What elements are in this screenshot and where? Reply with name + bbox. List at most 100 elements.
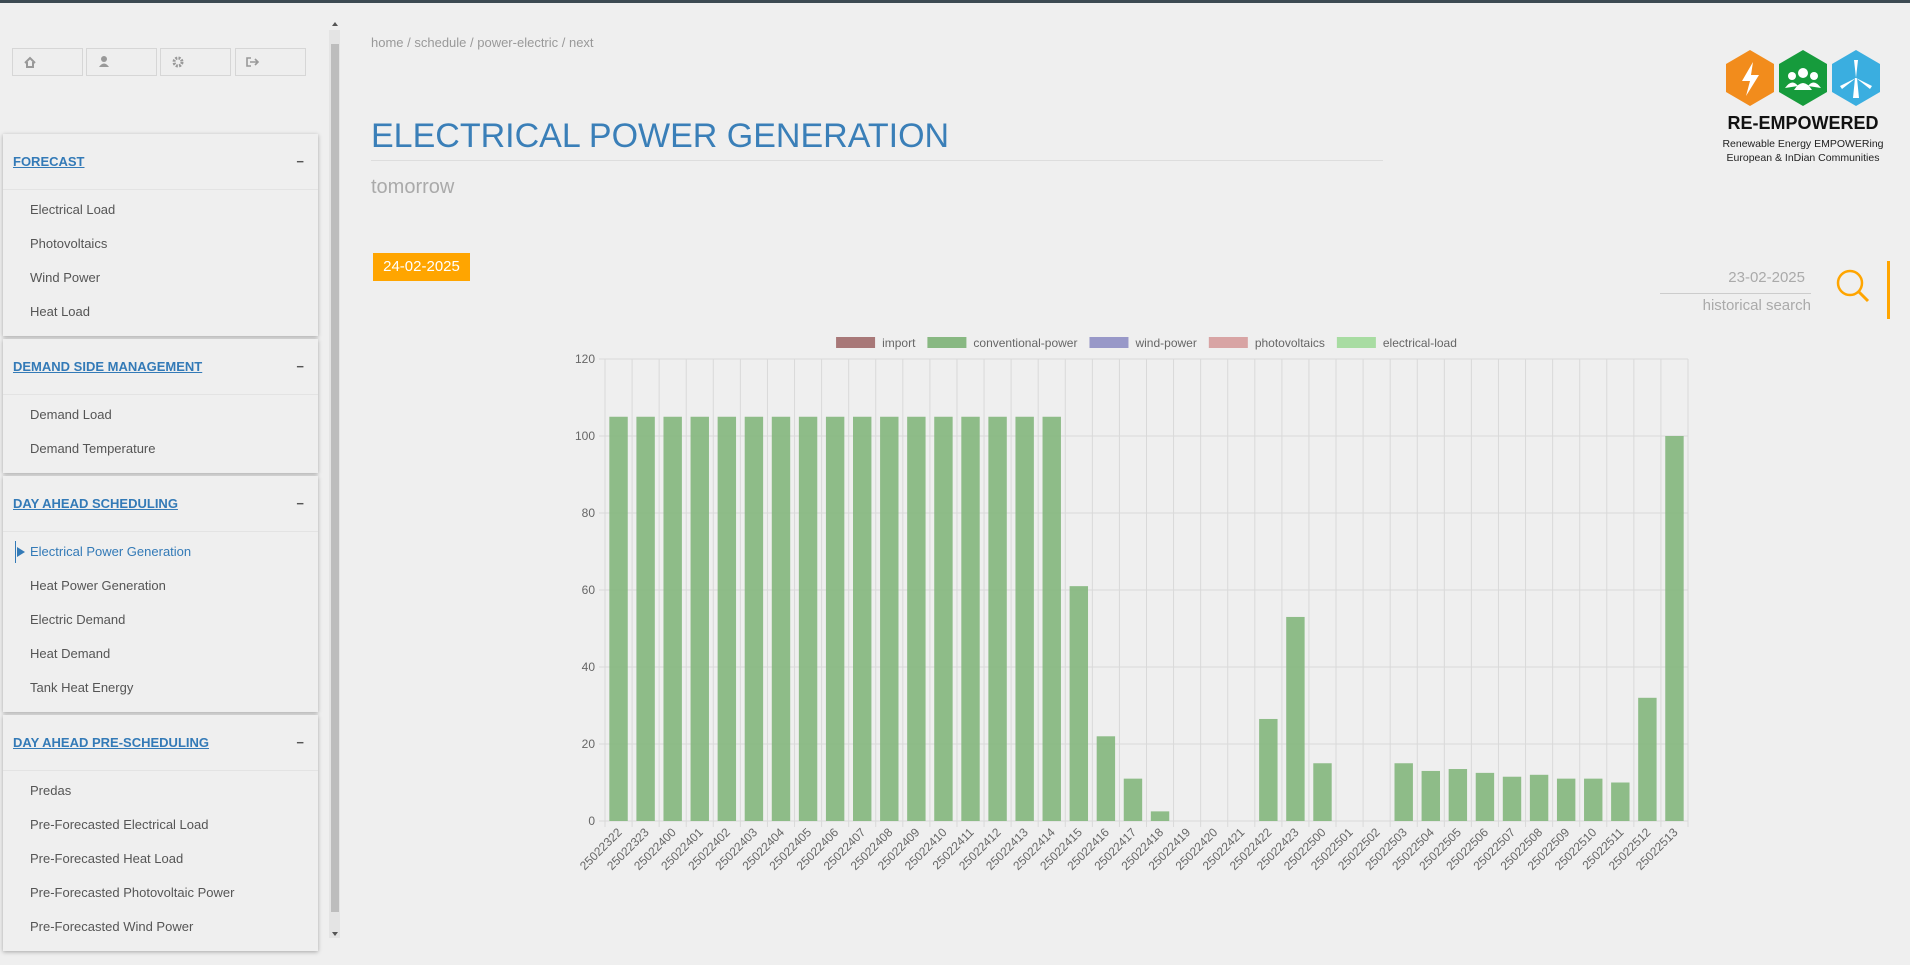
- collapse-icon[interactable]: −: [296, 359, 304, 374]
- bar: [1069, 586, 1089, 821]
- bar: [961, 416, 980, 821]
- y-tick-label: 100: [575, 429, 595, 443]
- nav-section-title[interactable]: DAY AHEAD SCHEDULING −: [3, 476, 318, 532]
- logo-name: RE-EMPOWERED: [1727, 113, 1878, 133]
- nav-section-title[interactable]: FORECAST −: [3, 134, 318, 190]
- nav-panel: DAY AHEAD SCHEDULING − Electrical Power Ge…: [3, 476, 318, 712]
- nav-list: Electrical Load Photovoltaics Wind Power He…: [3, 190, 318, 336]
- nav-section-title[interactable]: DEMAND SIDE MANAGEMENT −: [3, 339, 318, 395]
- nav-item[interactable]: Photovoltaics: [30, 236, 108, 251]
- bar: [825, 416, 845, 821]
- bar: [609, 416, 628, 821]
- legend-label: import: [882, 336, 916, 350]
- nav-item[interactable]: Electrical Power Generation: [3, 535, 318, 569]
- bar: [1475, 772, 1495, 821]
- y-tick-label: 0: [588, 814, 595, 828]
- nav-item[interactable]: Demand Temperature: [30, 441, 156, 456]
- scrollbar-thumb[interactable]: [331, 44, 339, 912]
- sidebar: FORECAST − Electrical Load Photovoltaics Win…: [3, 134, 318, 954]
- nav-item[interactable]: Heat Power Generation: [30, 578, 166, 593]
- nav-item[interactable]: Pre-Forecasted Photovoltaic Power: [30, 885, 235, 900]
- bar: [744, 416, 764, 821]
- bar: [1529, 774, 1549, 821]
- bar: [1096, 736, 1116, 821]
- collapse-icon[interactable]: −: [296, 496, 304, 511]
- logout-icon: [246, 57, 260, 67]
- logout-button[interactable]: [235, 48, 306, 76]
- bar: [798, 416, 818, 821]
- nav-item[interactable]: Pre-Forecasted Heat Load: [30, 851, 184, 866]
- nav-item[interactable]: Wind Power: [30, 270, 101, 285]
- nav-item[interactable]: Demand Load: [30, 407, 112, 422]
- search-underline: [1660, 293, 1811, 294]
- legend-swatch: [836, 337, 876, 348]
- nav-item[interactable]: Electric Demand: [30, 612, 126, 627]
- nav-item[interactable]: Electrical Load: [30, 202, 116, 217]
- legend-label: conventional-power: [973, 336, 1077, 350]
- nav-item[interactable]: Heat Load: [30, 304, 90, 319]
- bar: [1611, 782, 1630, 821]
- bar: [907, 416, 926, 821]
- legend-swatch: [1208, 337, 1248, 348]
- bar: [1584, 778, 1603, 821]
- collapse-icon[interactable]: −: [296, 735, 304, 750]
- search-date[interactable]: 23-02-2025: [1728, 269, 1805, 286]
- home-icon: [24, 56, 36, 68]
- scroll-down[interactable]: [329, 930, 341, 938]
- search-label: historical search: [1702, 297, 1811, 314]
- collapse-icon[interactable]: −: [296, 154, 304, 169]
- bar: [690, 416, 709, 821]
- legend-label: electrical-load: [1383, 336, 1457, 350]
- logo-tagline: Renewable Energy EMPOWERing: [1722, 138, 1883, 150]
- bar: [636, 416, 655, 821]
- search-icon[interactable]: [1833, 266, 1873, 306]
- bar: [1150, 811, 1170, 821]
- settings-button[interactable]: [160, 48, 231, 76]
- bar: [988, 416, 1007, 821]
- nav-list: Electrical Power Generation Heat Power Ge…: [3, 532, 318, 712]
- nav-list: Predas Pre-Forecasted Electrical Load Pre-…: [3, 771, 318, 951]
- bar: [1638, 697, 1657, 821]
- bar: [1042, 416, 1061, 821]
- bar: [853, 416, 872, 821]
- accent-bar: [1887, 261, 1890, 319]
- nav-panel: DEMAND SIDE MANAGEMENT − Demand Load Demand…: [3, 339, 318, 473]
- page-title: ELECTRICAL POWER GENERATION: [371, 117, 950, 155]
- bar: [663, 416, 682, 821]
- breadcrumb: home / schedule / power-electric / next: [371, 35, 594, 50]
- y-tick-label: 80: [582, 506, 596, 520]
- bar: [1448, 769, 1468, 821]
- bar: [1123, 778, 1143, 821]
- nav-section-title[interactable]: DAY AHEAD PRE-SCHEDULING −: [3, 715, 318, 771]
- bar: [771, 416, 791, 821]
- gear-icon: [172, 56, 184, 68]
- bar: [1502, 776, 1522, 821]
- nav-item[interactable]: Tank Heat Energy: [30, 680, 134, 695]
- nav-item[interactable]: Heat Demand: [30, 646, 111, 661]
- nav-item[interactable]: Predas: [30, 783, 72, 798]
- bar: [1556, 778, 1576, 821]
- scroll-up[interactable]: [329, 20, 341, 28]
- y-tick-label: 60: [582, 583, 596, 597]
- legend-swatch: [927, 337, 967, 348]
- logo: RE-EMPOWERED Renewable Energy EMPOWERing…: [1722, 50, 1884, 164]
- home-button[interactable]: [12, 48, 83, 76]
- bar: [1313, 763, 1332, 821]
- bar: [1286, 616, 1305, 821]
- bar: [717, 416, 737, 821]
- top-bar: [0, 0, 1910, 3]
- bar: [1015, 416, 1034, 821]
- page-subtitle: tomorrow: [371, 176, 455, 198]
- user-icon: [99, 56, 109, 67]
- legend-swatch: [1336, 337, 1376, 348]
- nav-item[interactable]: Pre-Forecasted Electrical Load: [30, 817, 209, 832]
- user-button[interactable]: [86, 48, 157, 76]
- nav-panel: FORECAST − Electrical Load Photovoltaics Win…: [3, 134, 318, 336]
- nav-item[interactable]: Pre-Forecasted Wind Power: [30, 919, 194, 934]
- legend-swatch: [1089, 337, 1129, 348]
- title-rule: [371, 160, 1383, 161]
- bar: [1421, 770, 1440, 821]
- nav-list: Demand Load Demand Temperature: [3, 395, 318, 473]
